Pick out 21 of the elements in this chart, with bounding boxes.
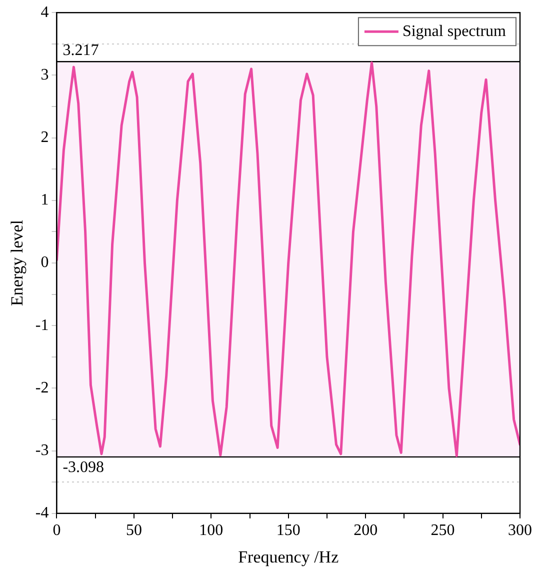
x-tick-label: 0 bbox=[52, 522, 61, 540]
x-tick-label: 50 bbox=[126, 522, 142, 540]
x-axis-title: Frequency /Hz bbox=[238, 547, 340, 566]
y-tick-label: 4 bbox=[40, 4, 49, 21]
y-tick-label: 1 bbox=[40, 192, 49, 209]
y-tick-label: -4 bbox=[35, 504, 49, 522]
y-tick-label: 0 bbox=[40, 254, 49, 272]
y-tick-label: -3 bbox=[35, 442, 49, 460]
x-tick-label: 300 bbox=[508, 522, 532, 540]
x-tick-label: 200 bbox=[354, 522, 378, 540]
y-tick-label: -1 bbox=[35, 316, 49, 334]
x-tick-label: 150 bbox=[276, 522, 300, 540]
y-tick-label: -2 bbox=[35, 379, 49, 396]
ref-line-label: 3.217 bbox=[62, 42, 99, 59]
y-tick-label: 3 bbox=[40, 66, 49, 84]
y-axis-title: Energy level bbox=[8, 220, 27, 306]
ref-line-label: -3.098 bbox=[62, 459, 104, 476]
x-tick-label: 100 bbox=[199, 522, 224, 540]
x-tick-label: 250 bbox=[430, 522, 455, 540]
legend-label: Signal spectrum bbox=[402, 22, 507, 40]
y-tick-label: 2 bbox=[40, 129, 49, 146]
